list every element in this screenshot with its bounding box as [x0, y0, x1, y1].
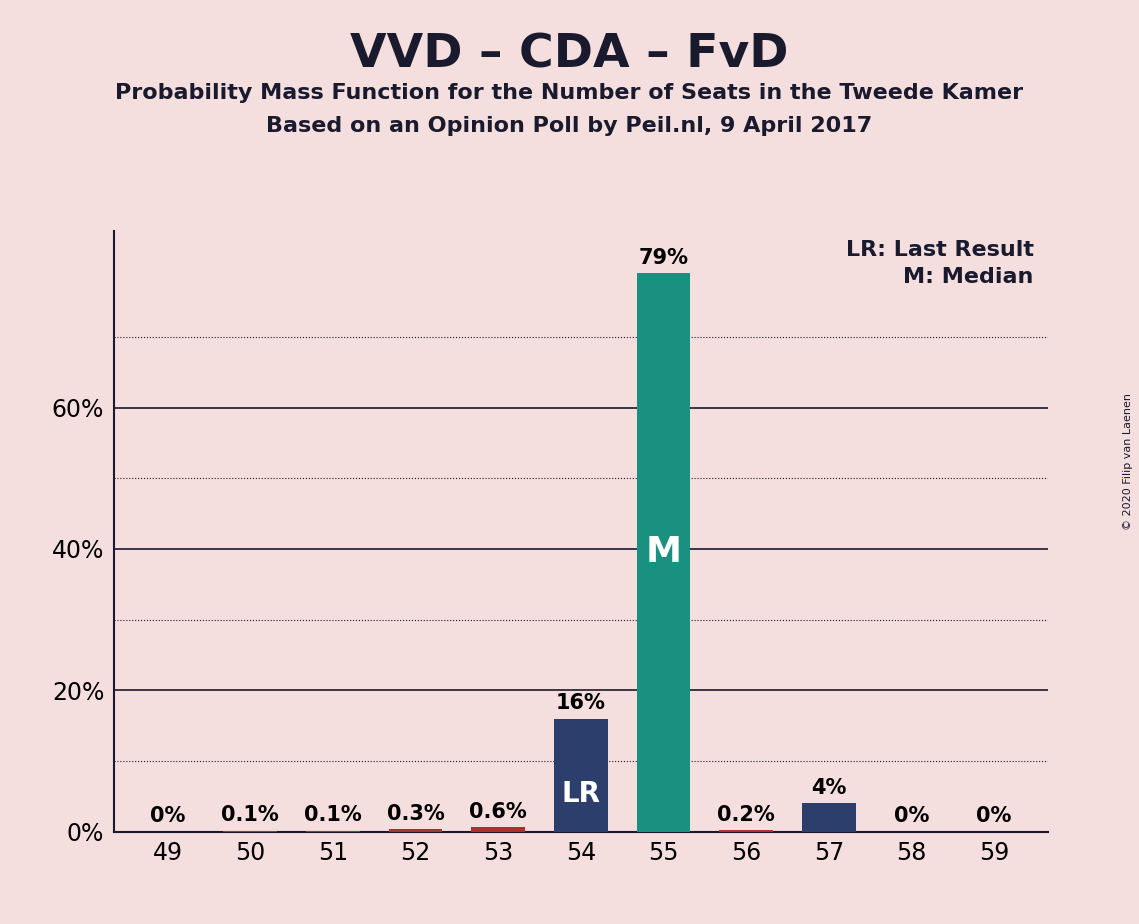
Text: © 2020 Filip van Laenen: © 2020 Filip van Laenen: [1123, 394, 1133, 530]
Bar: [802, 803, 855, 832]
Text: 79%: 79%: [639, 248, 689, 268]
Bar: [637, 274, 690, 832]
Text: 0%: 0%: [894, 806, 929, 826]
Text: M: M: [646, 536, 681, 569]
Text: Probability Mass Function for the Number of Seats in the Tweede Kamer: Probability Mass Function for the Number…: [115, 83, 1024, 103]
Text: LR: Last Result: LR: Last Result: [846, 240, 1034, 260]
Text: VVD – CDA – FvD: VVD – CDA – FvD: [351, 32, 788, 78]
Bar: [554, 719, 608, 832]
Text: 0.2%: 0.2%: [718, 805, 775, 824]
Text: LR: LR: [562, 780, 600, 808]
Text: 0.3%: 0.3%: [387, 804, 444, 824]
Text: 4%: 4%: [811, 778, 846, 797]
Text: 0.1%: 0.1%: [304, 805, 362, 825]
Text: 16%: 16%: [556, 693, 606, 713]
Text: M: Median: M: Median: [903, 267, 1034, 287]
Text: 0%: 0%: [150, 806, 186, 826]
Bar: [720, 830, 773, 832]
Bar: [388, 830, 442, 832]
Bar: [472, 827, 525, 832]
Text: Based on an Opinion Poll by Peil.nl, 9 April 2017: Based on an Opinion Poll by Peil.nl, 9 A…: [267, 116, 872, 136]
Text: 0.6%: 0.6%: [469, 802, 527, 821]
Text: 0%: 0%: [976, 806, 1011, 826]
Text: 0.1%: 0.1%: [221, 805, 279, 825]
